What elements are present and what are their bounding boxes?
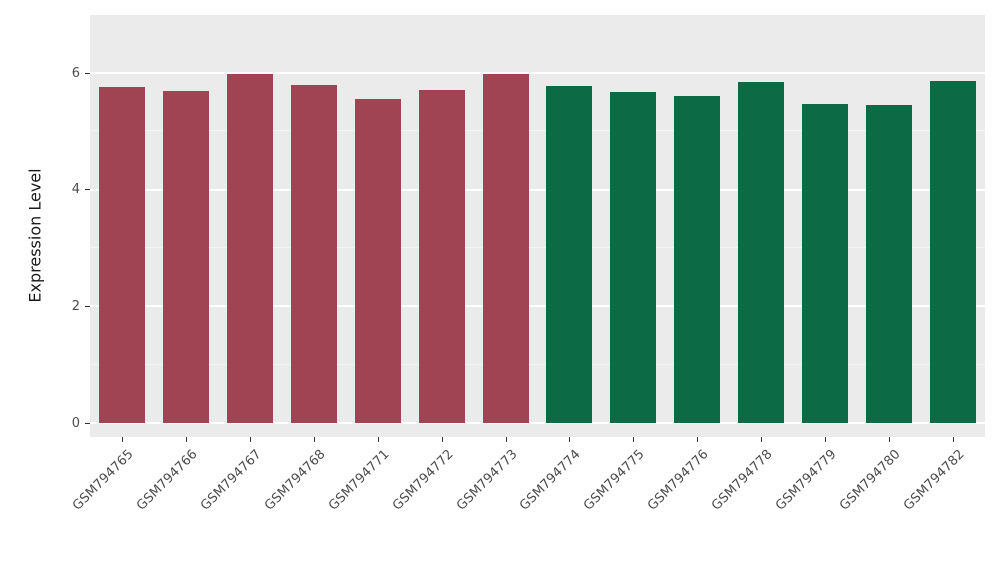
chart-panel	[90, 15, 985, 437]
gridline-major	[90, 422, 985, 424]
x-axis-tick-mark	[697, 437, 699, 442]
bar	[674, 96, 721, 423]
x-tick-label: GSM794767	[197, 447, 265, 514]
bar	[162, 91, 209, 423]
bar	[98, 87, 145, 423]
gridline-minor	[90, 130, 985, 132]
bar	[802, 103, 849, 423]
x-axis-tick-mark	[377, 437, 379, 442]
bar	[226, 73, 273, 423]
x-tick-label: GSM794768	[261, 447, 329, 514]
y-axis-tick-mark	[85, 72, 90, 74]
x-axis-tick-mark	[121, 437, 123, 442]
gridline-minor	[90, 247, 985, 249]
bar	[610, 91, 657, 423]
bar	[354, 98, 401, 423]
bar	[738, 81, 785, 423]
x-axis-tick-mark	[889, 437, 891, 442]
x-axis-tick-mark	[249, 437, 251, 442]
bar	[546, 85, 593, 423]
y-tick-label: 0	[71, 415, 80, 431]
x-tick-label: GSM794778	[709, 447, 776, 514]
bar	[482, 73, 529, 423]
gridline-major	[90, 305, 985, 308]
y-axis-tick-mark	[85, 189, 90, 191]
bar	[866, 105, 913, 423]
x-axis-tick-mark	[953, 437, 955, 442]
gridline-minor	[90, 363, 985, 365]
x-tick-label: GSM794779	[773, 447, 840, 514]
bar	[290, 84, 337, 423]
x-tick-label: GSM794782	[901, 447, 968, 514]
x-tick-label: GSM794771	[325, 447, 393, 514]
x-tick-label: GSM794775	[581, 447, 648, 514]
x-tick-label: GSM794776	[645, 447, 712, 514]
x-tick-label: GSM794780	[837, 447, 904, 514]
x-axis-tick-mark	[761, 437, 763, 442]
x-axis-tick-mark	[825, 437, 827, 442]
x-tick-label: GSM794774	[517, 447, 585, 514]
y-axis-title: Expression Level	[25, 168, 45, 303]
x-axis-tick-mark	[441, 437, 443, 442]
x-tick-label: GSM794766	[133, 447, 201, 514]
bar	[418, 89, 465, 423]
y-tick-label: 6	[71, 65, 80, 81]
y-tick-label: 4	[71, 182, 80, 198]
y-axis-tick-mark	[85, 305, 90, 307]
x-axis-tick-mark	[569, 437, 571, 442]
x-axis-tick-mark	[505, 437, 507, 442]
y-tick-label: 2	[71, 298, 80, 314]
y-axis-tick-mark	[85, 422, 90, 424]
x-tick-label: GSM794772	[389, 447, 457, 514]
gridline-major	[90, 72, 985, 75]
x-tick-label: GSM794765	[69, 447, 137, 514]
gridline-major	[90, 188, 985, 191]
x-axis-tick-mark	[185, 437, 187, 442]
x-tick-label: GSM794773	[453, 447, 521, 514]
x-axis-tick-mark	[633, 437, 635, 442]
bar	[930, 80, 977, 423]
x-axis-tick-mark	[313, 437, 315, 442]
